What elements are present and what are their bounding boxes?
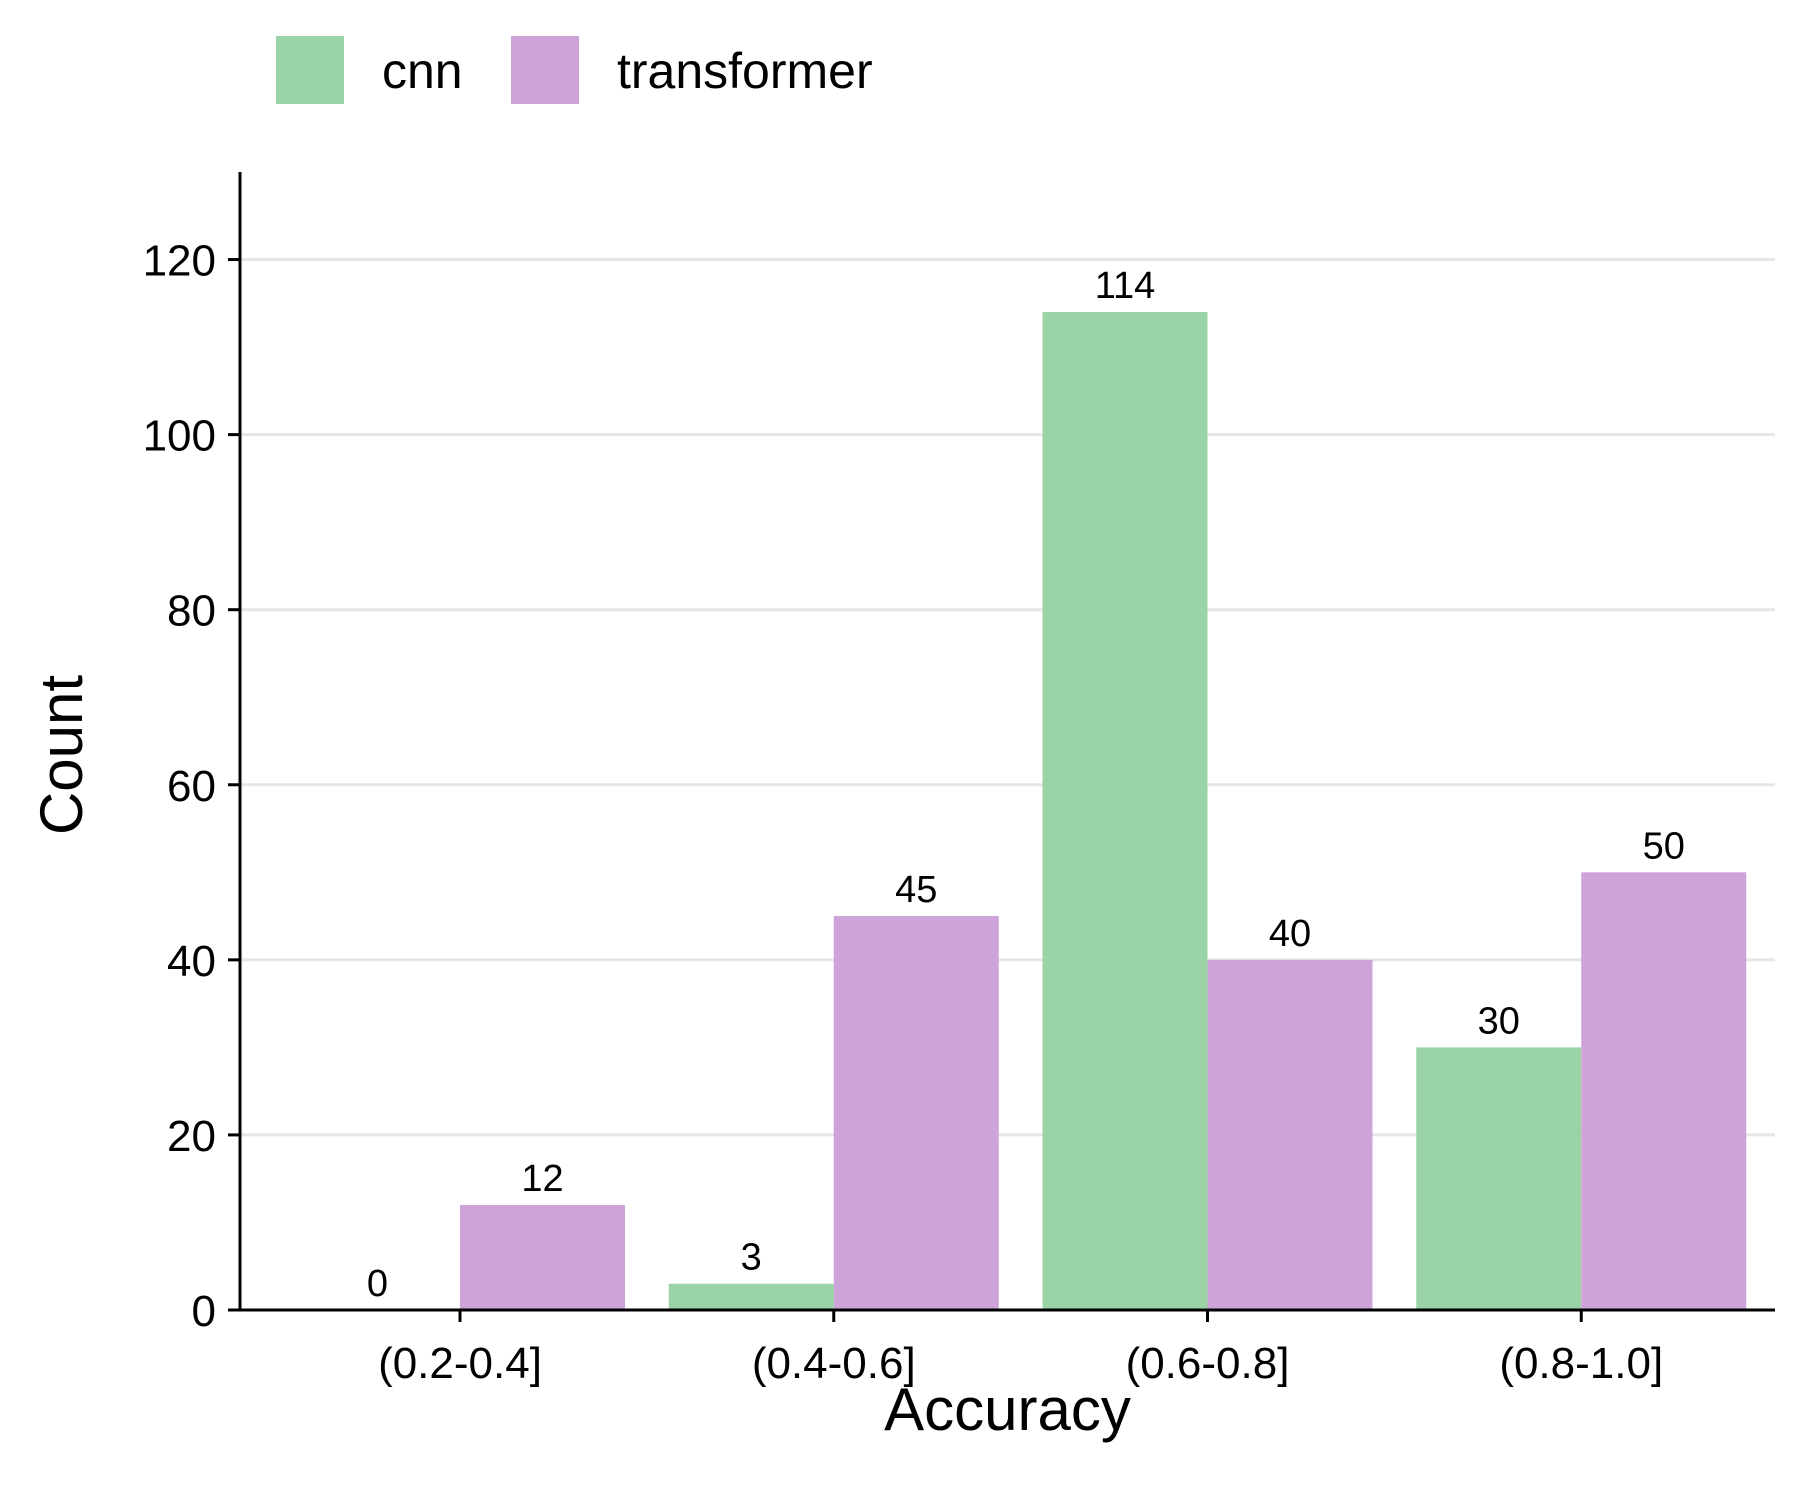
axes <box>238 172 1775 1312</box>
data-label-cnn-2: 3 <box>741 1237 762 1279</box>
y-axis-title: Count <box>28 675 95 835</box>
y-tick-label: 80 <box>167 587 216 636</box>
legend-label-cnn: cnn <box>382 43 463 99</box>
gridlines <box>240 258 1775 1137</box>
x-tick-label: (0.6-0.8] <box>1126 1339 1290 1388</box>
data-label-cnn-3: 114 <box>1095 265 1156 307</box>
data-label-cnn-1: 0 <box>367 1263 388 1305</box>
bar-cnn-3 <box>1042 312 1208 1310</box>
bar-transformer-3 <box>1207 959 1373 1310</box>
x-tick-label: (0.8-1.0] <box>1499 1339 1663 1388</box>
legend: cnn transformer <box>276 36 873 104</box>
bar-cnn-4 <box>1416 1047 1582 1310</box>
x-ticks: (0.2-0.4] (0.4-0.6] (0.6-0.8] (0.8-1.0] <box>378 1310 1663 1388</box>
y-tick-label: 0 <box>192 1287 216 1336</box>
data-label-transformer-4: 50 <box>1643 825 1685 867</box>
y-tick-label: 100 <box>143 412 216 461</box>
y-ticks: 0 20 40 60 80 100 120 <box>143 237 240 1336</box>
bar-transformer-2 <box>833 916 999 1310</box>
data-label-transformer-1: 12 <box>521 1158 563 1200</box>
x-axis-title: Accuracy <box>884 1376 1131 1443</box>
y-tick-label: 120 <box>143 237 216 286</box>
y-tick-label: 20 <box>167 1112 216 1161</box>
bars <box>460 312 1747 1310</box>
x-tick-label: (0.4-0.6] <box>752 1339 916 1388</box>
bar-transformer-4 <box>1581 872 1747 1310</box>
bar-cnn-2 <box>668 1283 834 1310</box>
x-tick-label: (0.2-0.4] <box>378 1339 542 1388</box>
legend-swatch-cnn <box>276 36 344 104</box>
y-tick-label: 60 <box>167 762 216 811</box>
legend-label-transformer: transformer <box>617 43 873 99</box>
data-label-cnn-4: 30 <box>1478 1000 1520 1042</box>
data-label-transformer-2: 45 <box>895 869 937 911</box>
bar-transformer-1 <box>460 1204 625 1310</box>
legend-swatch-transformer <box>511 36 579 104</box>
data-label-transformer-3: 40 <box>1269 913 1311 955</box>
data-labels: 0 12 3 45 114 40 30 50 <box>367 265 1685 1305</box>
y-tick-label: 40 <box>167 937 216 986</box>
